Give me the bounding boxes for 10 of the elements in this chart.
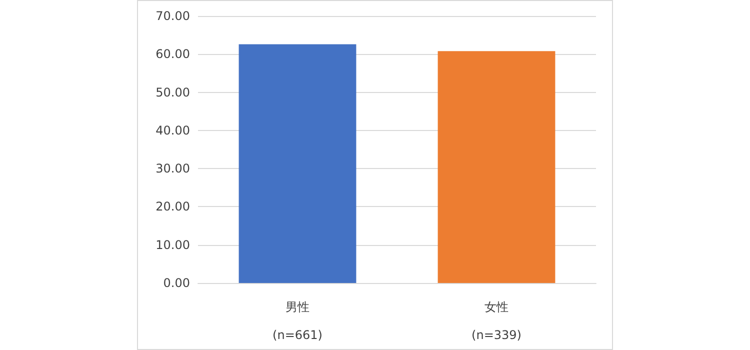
x-tick-label: 男性 (n=661) (272, 300, 322, 342)
y-tick-label: 60.00 (156, 47, 190, 62)
y-tick-label: 40.00 (156, 123, 190, 138)
y-tick-label: 0.00 (163, 276, 190, 290)
y-tick-label: 20.00 (156, 200, 190, 214)
y-tick-label: 30.00 (156, 162, 190, 176)
y-tick-label: 50.00 (156, 85, 190, 100)
x-tick-label: 女性 (n=339) (472, 300, 522, 342)
y-tick-label: 10.00 (156, 238, 190, 252)
y-tick-label: 70.00 (156, 9, 190, 23)
